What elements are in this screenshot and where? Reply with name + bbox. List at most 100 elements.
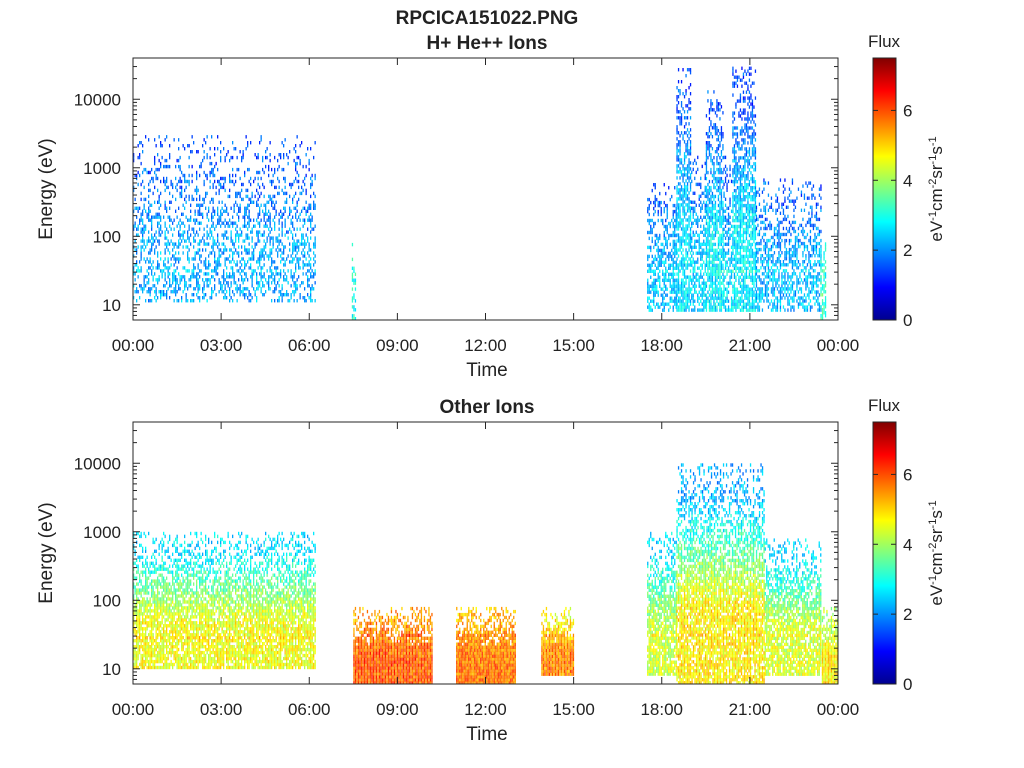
flux-cell	[277, 245, 279, 249]
flux-cell	[714, 194, 717, 199]
flux-cell	[662, 293, 664, 297]
flux-cell	[299, 191, 301, 196]
flux-cell	[239, 290, 241, 294]
flux-cell	[713, 302, 715, 306]
flux-cell	[707, 188, 709, 193]
flux-cell	[755, 290, 758, 294]
flux-cell	[750, 156, 752, 160]
flux-cell	[735, 224, 737, 229]
flux-cell	[202, 278, 204, 282]
flux-cell	[154, 272, 156, 276]
flux-cell	[727, 230, 730, 234]
flux-cell	[751, 281, 754, 285]
flux-cell	[172, 290, 174, 294]
flux-cell	[244, 206, 246, 210]
flux-cell	[648, 236, 650, 241]
flux-cell	[238, 245, 240, 249]
flux-cell	[672, 287, 674, 291]
flux-cell	[232, 239, 234, 243]
flux-cell	[688, 236, 690, 240]
flux-cell	[212, 200, 214, 204]
flux-cell	[719, 233, 721, 238]
flux-cell	[665, 302, 667, 306]
flux-cell	[689, 278, 692, 282]
flux-cell	[763, 178, 765, 182]
flux-cell	[741, 254, 743, 259]
flux-cell	[647, 197, 649, 202]
flux-cell	[167, 275, 169, 279]
flux-cell	[651, 218, 653, 223]
flux-cell	[205, 141, 207, 145]
flux-cell	[202, 290, 204, 294]
flux-cell	[732, 180, 734, 184]
flux-cell	[736, 215, 739, 220]
flux-cell	[710, 275, 712, 279]
flux-cell	[654, 203, 656, 208]
flux-cell	[271, 251, 273, 255]
flux-cell	[665, 242, 667, 247]
flux-cell	[723, 155, 725, 160]
flux-cell	[257, 155, 259, 160]
flux-cell	[796, 266, 798, 270]
flux-cell	[659, 236, 661, 241]
flux-cell	[723, 167, 725, 172]
flux-cell	[719, 221, 721, 226]
flux-cell	[698, 296, 700, 300]
flux-cell	[280, 269, 282, 273]
flux-cell	[785, 269, 788, 273]
flux-cell	[748, 117, 751, 121]
flux-cell	[793, 299, 795, 303]
flux-cell	[688, 239, 690, 243]
flux-cell	[683, 116, 686, 120]
flux-cell	[732, 245, 734, 250]
flux-cell	[736, 144, 739, 148]
flux-cell	[770, 308, 773, 312]
flux-cell	[704, 209, 706, 213]
flux-cell	[686, 236, 689, 240]
flux-cell	[314, 173, 316, 178]
flux-cell	[708, 230, 711, 235]
flux-cell	[253, 248, 255, 252]
flux-cell	[304, 218, 306, 222]
flux-cell	[692, 272, 694, 276]
flux-cell	[719, 290, 721, 294]
flux-cell	[185, 185, 187, 190]
flux-cell	[244, 266, 246, 270]
flux-cell	[741, 206, 743, 211]
flux-cell	[778, 299, 780, 303]
flux-cell	[229, 224, 231, 228]
flux-cell	[803, 235, 806, 240]
flux-cell	[218, 254, 220, 258]
flux-cell	[272, 242, 274, 246]
flux-cell	[722, 257, 724, 261]
flux-cell	[272, 179, 274, 184]
flux-cell	[680, 80, 683, 84]
flux-cell	[199, 299, 201, 303]
flux-cell	[679, 152, 681, 156]
flux-cell	[787, 229, 789, 234]
flux-cell	[680, 116, 683, 120]
flux-cell	[683, 185, 686, 189]
flux-cell	[776, 257, 779, 261]
flux-cell	[657, 236, 659, 241]
flux-cell	[796, 287, 798, 291]
flux-cell	[751, 248, 754, 253]
flux-cell	[803, 247, 806, 252]
flux-cell	[713, 194, 715, 199]
flux-cell	[669, 278, 671, 282]
flux-cell	[729, 200, 731, 204]
flux-cell	[779, 241, 782, 246]
flux-cell	[769, 238, 771, 243]
flux-cell	[193, 197, 195, 202]
flux-cell	[742, 189, 745, 193]
flux-cell	[648, 308, 650, 312]
flux-cell	[767, 275, 770, 279]
flux-cell	[313, 287, 315, 291]
flux-cell	[299, 161, 301, 166]
flux-cell	[729, 215, 731, 219]
flux-cell	[802, 281, 804, 285]
flux-cell	[754, 162, 757, 166]
flux-cell	[175, 287, 177, 291]
flux-cell	[149, 293, 151, 297]
flux-cell	[680, 218, 683, 222]
